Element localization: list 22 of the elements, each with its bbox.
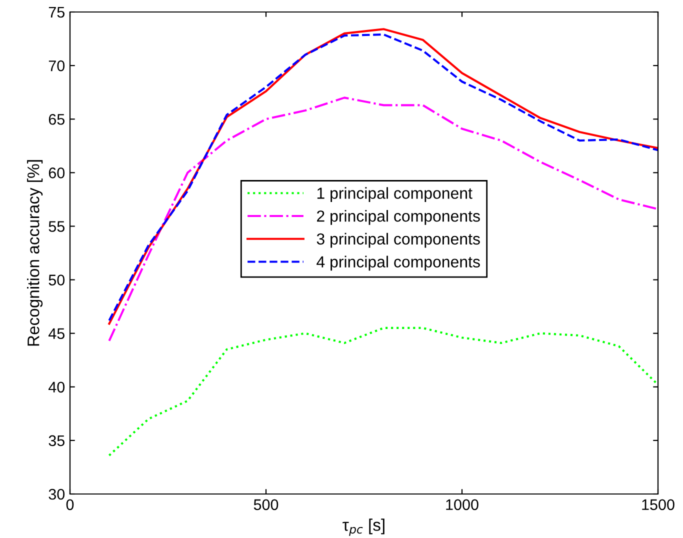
y-tick-label: 60 bbox=[48, 168, 65, 178]
x-tick-label: 1000 bbox=[446, 499, 478, 510]
legend-label: 4 principal components bbox=[316, 256, 480, 271]
line-series bbox=[108, 96, 658, 342]
x-tick-label: 1500 bbox=[642, 499, 674, 510]
y-tick-label: 45 bbox=[48, 328, 64, 340]
x-tick-label: 0 bbox=[66, 499, 74, 510]
y-tick-label: 65 bbox=[48, 114, 64, 125]
y-axis-title: Recognition accuracy [%] bbox=[27, 160, 43, 346]
y-tick-label: 30 bbox=[48, 488, 65, 500]
y-tick-label: 55 bbox=[48, 221, 64, 232]
x-axis-title: τ$_{pc}$ [s] bbox=[342, 518, 384, 536]
y-tick-label: 35 bbox=[48, 435, 64, 446]
legend-label: 1 principal component bbox=[317, 187, 472, 202]
legend-label: 3 principal components bbox=[316, 232, 480, 248]
y-tick-label: 70 bbox=[48, 60, 65, 72]
y-tick-label: 40 bbox=[48, 382, 65, 393]
line-series bbox=[108, 326, 658, 456]
y-tick-label: 75 bbox=[48, 7, 64, 18]
legend-label: 2 principal components bbox=[317, 210, 480, 225]
x-tick-label: 500 bbox=[254, 499, 278, 510]
y-tick-label: 50 bbox=[48, 274, 65, 286]
